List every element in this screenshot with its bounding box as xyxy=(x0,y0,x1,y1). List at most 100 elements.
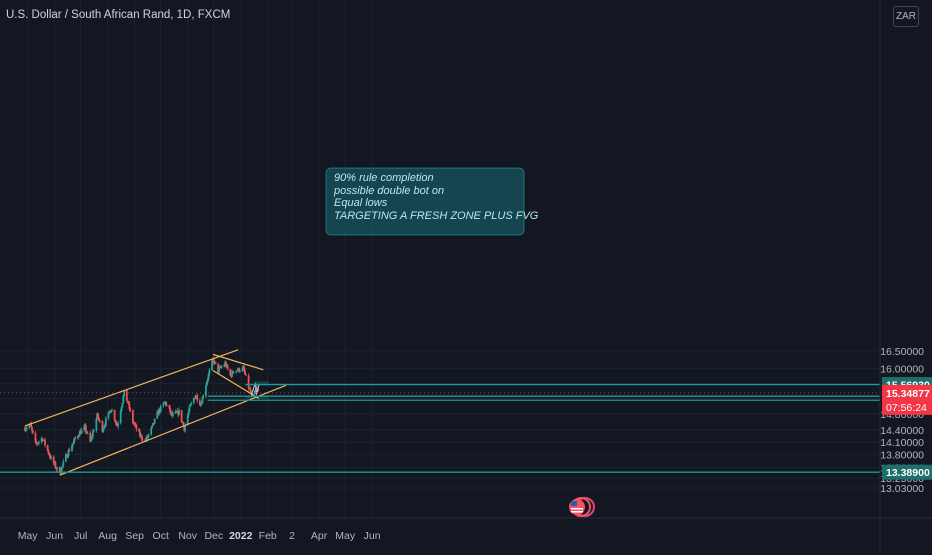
candle-up xyxy=(90,437,93,442)
candle-up xyxy=(235,370,238,373)
candle-up xyxy=(71,443,74,446)
candle-up xyxy=(117,423,119,427)
symbol-title[interactable]: U.S. Dollar / South African Rand, 1D, FX… xyxy=(6,9,231,21)
candle-down xyxy=(238,367,240,372)
candle-up xyxy=(200,403,203,405)
candle-down xyxy=(74,437,77,439)
candle-up xyxy=(91,436,93,438)
candle-down xyxy=(243,366,246,372)
time-tick-label: Dec xyxy=(204,530,223,542)
candle-down xyxy=(135,424,138,430)
time-tick-label: Sep xyxy=(125,530,144,542)
candle-up xyxy=(77,435,79,439)
time-tick-label: Feb xyxy=(259,530,277,542)
candle-up xyxy=(80,429,83,434)
candle-up xyxy=(201,396,204,404)
candle-up xyxy=(232,372,235,374)
events-icon[interactable] xyxy=(569,497,595,517)
candle-down xyxy=(85,425,87,432)
candle-up xyxy=(156,411,159,419)
candle-up xyxy=(66,455,69,458)
candle-up xyxy=(236,370,239,372)
level-price-badge xyxy=(882,464,932,480)
candle-down xyxy=(114,420,117,423)
candle-down xyxy=(165,401,167,406)
candle-up xyxy=(28,425,31,428)
candle-down xyxy=(217,363,220,373)
candle-up xyxy=(189,404,192,407)
candle-up xyxy=(208,370,211,374)
price-tick-label: 13.80000 xyxy=(880,450,924,462)
price-tick-label: 14.10000 xyxy=(880,437,924,449)
annotation-box[interactable] xyxy=(325,167,525,236)
candle-down xyxy=(182,422,185,426)
last-price-badge xyxy=(882,384,932,415)
candle-up xyxy=(56,467,59,470)
candle-down xyxy=(98,420,101,422)
candle-up xyxy=(147,434,150,437)
candle-up xyxy=(162,403,165,406)
candle-up xyxy=(151,425,153,429)
channel-upper xyxy=(24,349,239,427)
candle-up xyxy=(194,395,197,399)
candle-down xyxy=(256,387,259,390)
candle-down xyxy=(250,391,253,393)
annotation-text[interactable]: 90% rule completion possible double bot … xyxy=(334,172,538,222)
candle-up xyxy=(37,442,39,444)
candle-up xyxy=(241,367,244,371)
candle-up xyxy=(121,402,124,408)
price-axis[interactable]: 16.5000016.0000014.8000014.4000014.10000… xyxy=(879,0,932,550)
candle-up xyxy=(186,415,189,425)
annotation-line: 90% rule completion xyxy=(334,172,434,184)
candle-down xyxy=(41,438,44,441)
flag-stripe xyxy=(571,511,583,513)
currency-button[interactable]: ZAR xyxy=(893,6,919,27)
time-tick-label: Oct xyxy=(153,530,169,542)
candle-down xyxy=(229,369,232,376)
candle-down xyxy=(141,438,144,441)
time-tick-label: Jul xyxy=(74,530,87,542)
candle-down xyxy=(198,400,201,406)
candle-down xyxy=(68,449,71,452)
candle-down xyxy=(44,439,46,446)
time-axis[interactable]: May Jun Jul Aug Sep Oct Nov Dec 2022 Feb 2 Apr May Ju… xyxy=(0,517,932,542)
grid-layer xyxy=(0,0,880,518)
candle-down xyxy=(47,450,50,454)
candle-down xyxy=(133,423,136,425)
candle-down xyxy=(169,408,172,414)
last-price-label: 15.34877 xyxy=(886,388,930,400)
candle-up xyxy=(111,410,113,412)
wedge-bottom xyxy=(212,370,260,400)
candle-up xyxy=(120,407,123,411)
candle-down xyxy=(85,431,88,434)
candle-up xyxy=(122,396,125,403)
time-tick-label: Aug xyxy=(98,530,117,542)
candle-down xyxy=(131,410,134,423)
candle-up xyxy=(150,428,153,435)
time-tick-label: Apr xyxy=(311,530,328,542)
candle-down xyxy=(34,432,37,442)
price-tick-label: 16.00000 xyxy=(880,364,924,376)
candle-down xyxy=(98,418,100,421)
candle-up xyxy=(50,456,52,459)
candle-up xyxy=(202,395,205,397)
candle-down xyxy=(78,435,80,437)
candle-up xyxy=(178,410,180,415)
time-tick-label: Nov xyxy=(178,530,197,542)
candle-up xyxy=(199,404,202,406)
candle-up xyxy=(104,425,106,427)
candle-down xyxy=(58,467,61,474)
candle-down xyxy=(126,400,129,403)
candle-down xyxy=(128,403,131,410)
candle-down xyxy=(225,362,227,367)
candle-down xyxy=(59,473,62,475)
candle-up xyxy=(190,403,193,405)
candle-down xyxy=(54,462,57,468)
candle-up xyxy=(207,373,210,380)
candle-up xyxy=(205,382,208,386)
candle-up xyxy=(24,429,27,431)
wedge-top xyxy=(212,353,264,371)
